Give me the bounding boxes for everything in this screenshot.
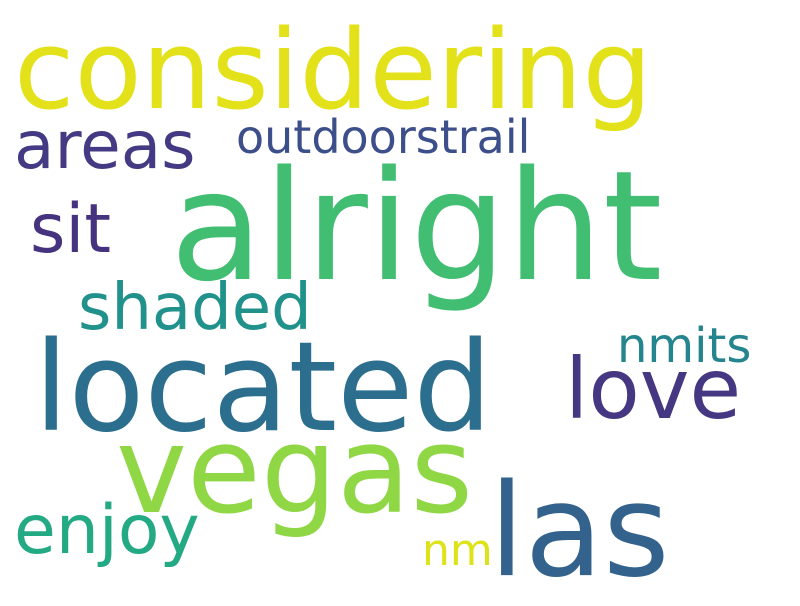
word-considering: considering	[14, 6, 653, 134]
word-areas: areas	[14, 107, 196, 184]
word-alright: alright	[170, 138, 663, 315]
word-outdoorstrail: outdoorstrail	[236, 110, 531, 164]
word-nm: nm	[422, 525, 493, 576]
word-located: located	[34, 316, 493, 460]
word-vegas: vegas	[116, 402, 474, 541]
word-las: las	[489, 457, 670, 606]
word-enjoy: enjoy	[14, 491, 200, 570]
word-shaded: shaded	[78, 271, 312, 345]
word-nmits: nmits	[617, 318, 752, 374]
word-love: love	[565, 340, 742, 438]
word-sit: sit	[30, 190, 111, 269]
